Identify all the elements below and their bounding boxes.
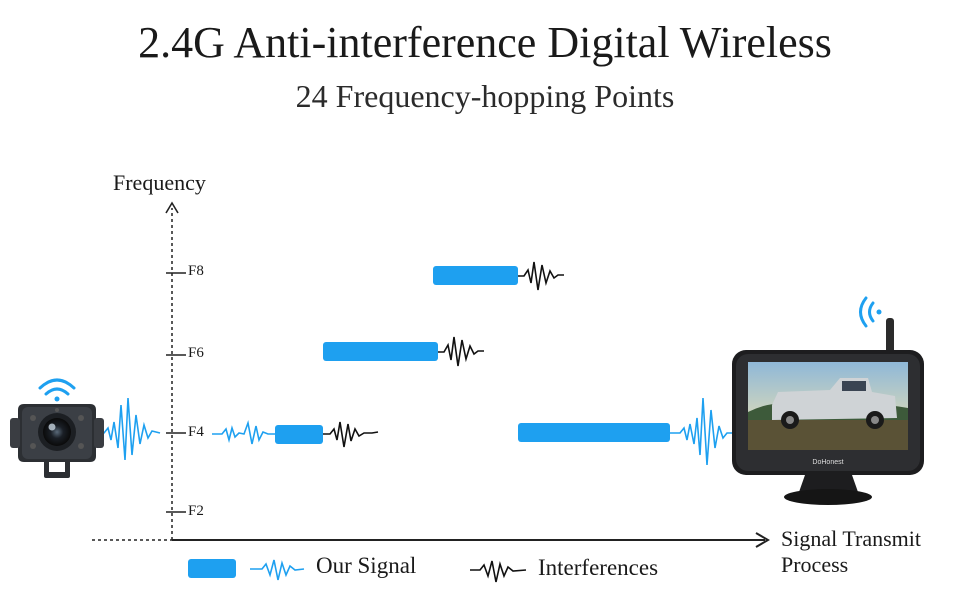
x-axis-label: Signal Transmit Process: [781, 526, 921, 578]
monitor-icon: DoHonest: [732, 318, 924, 505]
monitor-brand: DoHonest: [812, 459, 843, 466]
legend-signal-wave-icon: [250, 559, 305, 581]
signal-wave-f4: [212, 419, 276, 445]
monitor-wifi-icon: [859, 296, 882, 328]
signal-bar-f8: [433, 266, 518, 285]
legend-interference-wave-icon: [470, 560, 527, 583]
signal-wave-from-camera: [97, 397, 161, 461]
interference-wave-f8: [518, 261, 564, 291]
tick-label-f4: F4: [188, 424, 204, 440]
interference-wave-f6: [438, 336, 484, 367]
camera-wifi-icon: [38, 378, 76, 402]
signal-bar-f4: [275, 425, 323, 444]
page-title: 2.4G Anti-interference Digital Wireless: [138, 18, 832, 67]
x-axis-label-line1: Signal Transmit: [781, 526, 921, 551]
legend-signal-bar: [188, 559, 236, 578]
signal-bar-f6: [323, 342, 438, 361]
tick-label-f8: F8: [188, 263, 204, 279]
signal-bar-f4-return: [518, 423, 670, 442]
legend-interferences-label: Interferences: [538, 555, 659, 580]
x-axis-arrow-icon: [755, 532, 770, 548]
tick-label-f2: F2: [188, 503, 204, 519]
signal-wave-to-monitor: [670, 397, 736, 466]
tick-label-f6: F6: [188, 345, 204, 361]
y-axis-label: Frequency: [113, 170, 206, 195]
camera-icon: [10, 404, 104, 478]
y-axis-arrow-icon: [165, 201, 179, 214]
x-axis-label-line2: Process: [781, 552, 849, 577]
interference-wave-f4: [323, 421, 379, 448]
page-subtitle: 24 Frequency-hopping Points: [295, 78, 675, 114]
legend-our-signal-label: Our Signal: [316, 553, 417, 578]
